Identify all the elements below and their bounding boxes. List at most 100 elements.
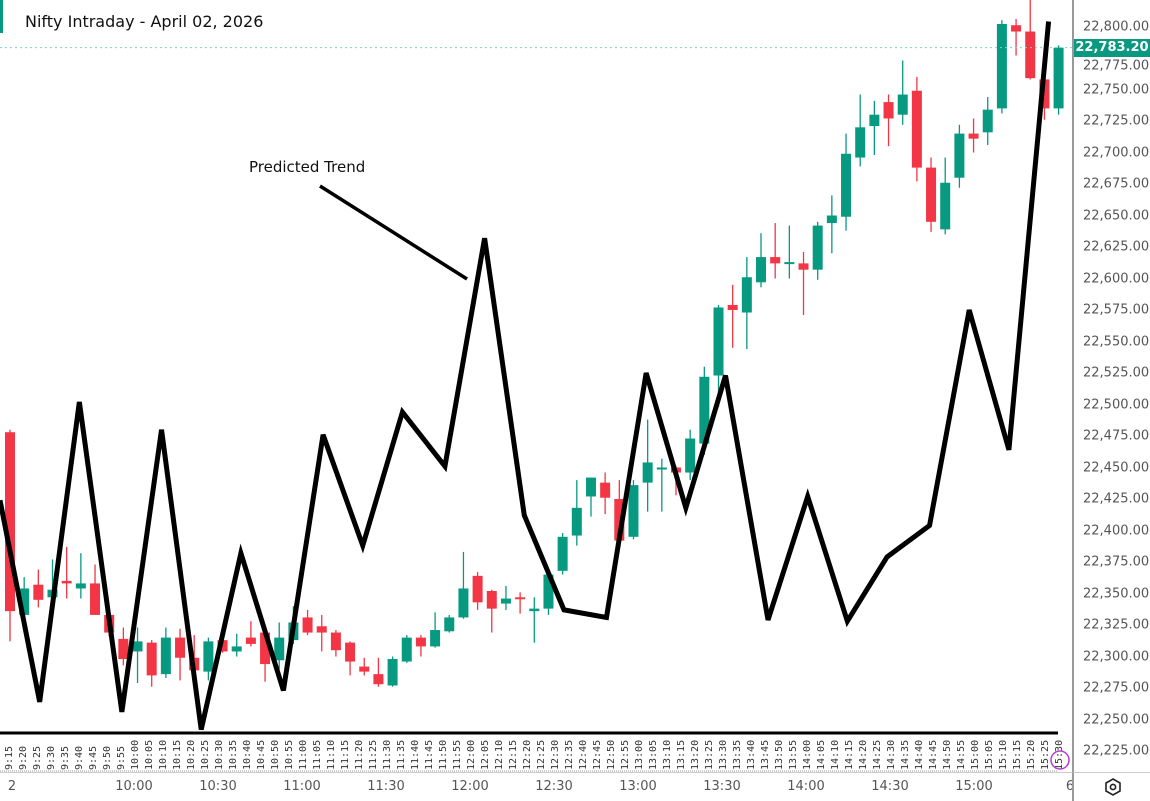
time-tick-label: 12:05 [480,740,491,770]
price-tick-label: 22,350.00 [1083,586,1150,601]
chart-plot-area[interactable]: 9:15 9:20 9:25 9:30 9:35 9:40 9:45 9:50 9:55 10:0… [0,0,1072,772]
time-tick-label: 11:40 [410,740,421,770]
candle-body [713,307,724,376]
candle [458,551,469,619]
candle [798,252,809,316]
time-axis-label: 13:00 [619,779,657,794]
candle [430,612,441,648]
time-axis[interactable]: 2 10:00 10:30 11:00 11:30 12:00 12:30 13:00 13:3… [0,772,1074,801]
settings-button[interactable] [1072,772,1150,801]
candle-body [855,127,866,158]
time-tick-label: 10:35 [228,740,239,770]
candle [784,225,795,279]
candle [727,284,738,348]
candle-body [585,477,596,497]
price-tick-label: 22,750.00 [1083,82,1150,97]
candle-body [614,499,625,541]
price-tick-label: 22,475.00 [1083,428,1150,444]
candle-body [500,598,511,604]
time-tick-label: 15:25 [1040,740,1051,770]
time-tick-label: 10:20 [186,740,197,770]
candle [770,223,781,279]
candle [472,572,483,610]
candle-body [401,637,412,662]
candle-body [132,641,143,652]
candle [316,614,327,652]
time-tick-label: 11:15 [340,740,351,770]
candle-body [5,432,15,612]
time-tick-label: 12:10 [494,740,505,770]
time-tick-label: 10:50 [270,740,281,770]
time-tick-label: 12:00 [466,740,477,770]
price-axis[interactable]: 22,825.00 22,800.00 22,775.00 22,750.00 22,7… [1072,0,1150,772]
candle [1053,45,1064,115]
time-tick-label: 13:05 [648,740,659,770]
candle [33,569,44,608]
time-tick-label: 10:00 [130,740,141,770]
candle-body [345,642,356,662]
prediction-line [0,21,1052,731]
candle [75,553,86,599]
time-tick-label: 10:40 [242,740,253,770]
time-tick-label: 14:05 [816,740,827,770]
candle-body [940,182,951,230]
price-tick-label: 22,575.00 [1083,302,1150,318]
time-tick-label: 12:15 [508,740,519,770]
time-tick-label: 10:45 [256,740,267,770]
price-tick-label: 22,825.00 [1083,0,1149,3]
candle [968,118,979,153]
candle [685,429,696,481]
candle-body [911,90,922,168]
time-axis-label: 12:30 [535,779,573,794]
candle [345,641,356,676]
candle [756,233,767,288]
title-accent-bar [0,0,3,33]
time-axis-label: 14:30 [871,779,909,794]
price-tick-label: 22,375.00 [1083,554,1150,570]
candle-body [486,590,497,609]
time-tick-label: 14:30 [886,740,897,770]
candle [1011,18,1022,56]
candle [982,97,993,145]
candle [486,589,497,633]
candle-body [231,646,242,652]
candle-body [883,102,894,119]
candle-body [415,637,426,647]
time-tick-label: 9:35 [60,746,71,770]
price-tick-label: 22,725.00 [1083,113,1150,129]
time-tick-label: 15:20 [1026,740,1037,770]
time-tick-label: 13:15 [676,740,687,770]
candle [359,657,370,676]
candle [132,627,143,683]
candle-body [982,109,993,133]
price-tick-label: 22,600.00 [1083,271,1150,286]
candle [373,657,384,687]
candle-body [798,263,809,270]
candle [557,533,568,575]
candle [302,609,313,636]
time-tick-labels: 9:15 9:20 9:25 9:30 9:35 9:40 9:45 9:50 9:55 10:0… [4,740,1065,770]
candle [231,633,242,657]
time-tick-label: 13:50 [774,740,785,770]
candle-body [19,588,30,615]
time-axis-label: 11:30 [367,779,405,794]
candle-body [529,608,540,612]
candle [940,157,951,235]
price-tick-label: 22,775.00 [1083,58,1150,74]
time-tick-label: 10:05 [144,740,155,770]
time-tick-label: 15:05 [984,740,995,770]
time-tick-label: 15:30 [1054,740,1065,770]
time-tick-label: 14:35 [900,740,911,770]
annotation-arrow [319,184,468,281]
candle [500,585,511,610]
candle [741,257,752,350]
candle [855,94,866,167]
time-tick-label: 15:00 [970,740,981,770]
time-tick-label: 11:05 [312,740,323,770]
time-tick-label: 11:45 [424,740,435,770]
time-tick-label: 13:30 [718,740,729,770]
time-tick-label: 14:40 [914,740,925,770]
price-tick-label: 22,525.00 [1083,365,1150,381]
time-tick-label: 10:10 [158,740,169,770]
gear-icon [1105,778,1121,796]
